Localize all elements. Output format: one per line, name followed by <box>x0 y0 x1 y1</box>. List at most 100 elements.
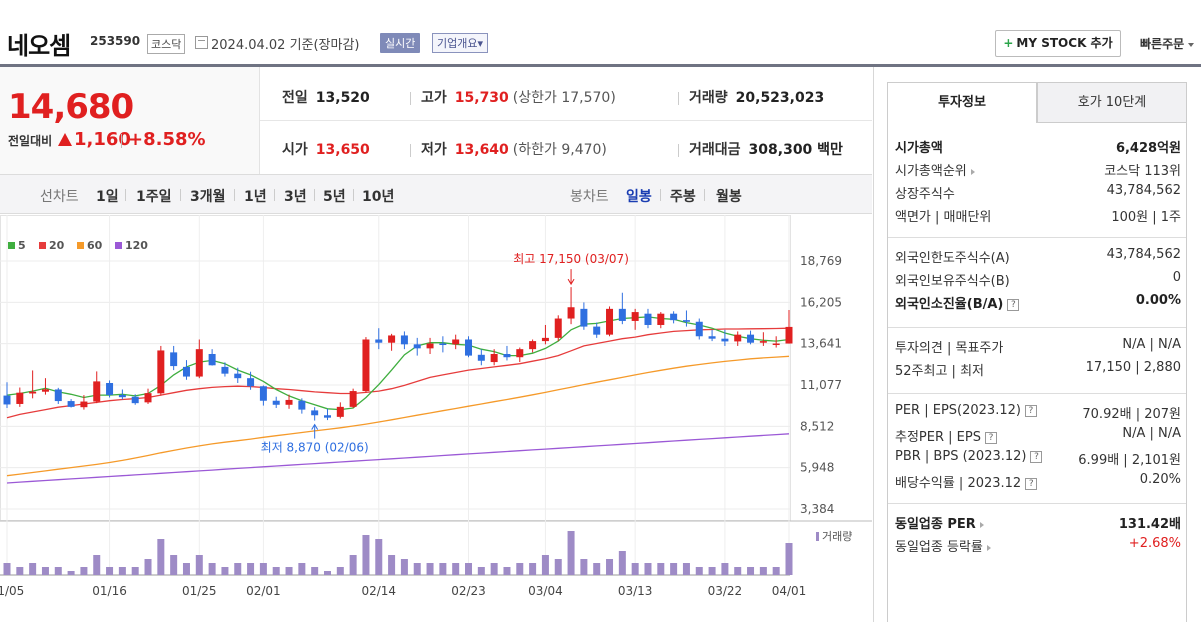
candle-body <box>734 334 742 342</box>
calendar-icon <box>195 36 208 49</box>
candle-body <box>157 350 165 394</box>
stock-code: 253590 <box>90 34 141 48</box>
up-triangle-icon <box>58 133 72 146</box>
help-icon[interactable]: ? <box>1007 298 1020 311</box>
tab-10y[interactable]: 10년 <box>362 189 395 205</box>
volume-bar <box>388 555 396 575</box>
volume-bar <box>490 563 498 575</box>
info-label: 시가총액순위 <box>895 164 967 179</box>
current-price-box: 14,680 전일대비 1,160 +8.58% <box>0 67 260 174</box>
info-label: 시가총액 <box>895 141 943 156</box>
tab-5y[interactable]: 5년 <box>323 189 346 205</box>
tab-1w[interactable]: 1주일 <box>136 189 172 205</box>
tab-monthly[interactable]: 월봉 <box>716 189 742 205</box>
change-value: 1,160 <box>74 129 131 150</box>
volume-bar <box>375 539 383 575</box>
candle-body <box>375 339 383 343</box>
candle-body <box>106 383 114 395</box>
x-tick-label: 01/05 <box>0 584 24 598</box>
y-tick-label: 16,205 <box>800 295 842 309</box>
candle-body <box>439 343 447 346</box>
info-row[interactable]: 동일업종 PER 131.42배 <box>895 513 1181 532</box>
volume-bar <box>131 567 139 575</box>
info-value: 43,784,562 <box>1106 183 1181 198</box>
volume-bar <box>618 551 626 575</box>
candle-body <box>131 396 139 404</box>
candle-body <box>323 415 331 418</box>
chevron-right-icon <box>979 521 984 528</box>
info-label: 동일업종 등락률 <box>895 540 983 555</box>
ma-line-120 <box>6 433 790 484</box>
volume-bar <box>759 567 767 575</box>
info-label: 추정PER | EPS <box>895 430 981 445</box>
tab-daily[interactable]: 일봉 <box>626 189 652 205</box>
add-my-stock-button[interactable]: + MY STOCK 추가 <box>995 30 1121 57</box>
info-label: 52주최고 | 최저 <box>895 364 984 379</box>
help-icon[interactable]: ? <box>1024 404 1037 417</box>
info-label: 액면가 | 매매단위 <box>895 210 992 225</box>
x-tick-label: 01/16 <box>92 584 127 598</box>
help-icon[interactable]: ? <box>1025 477 1038 490</box>
realtime-button[interactable]: 실시간 <box>380 33 421 53</box>
candle-body <box>234 373 242 379</box>
info-row: PER | EPS(2023.12)? 70.92배 | 207원 <box>895 403 1181 422</box>
volume-bar <box>554 559 562 575</box>
candle-body <box>170 352 178 367</box>
chart-period-tabs: 선차트 1일 1주일 3개월 1년 3년 5년 10년 봉차트 일봉 주봉 월봉 <box>0 174 872 214</box>
info-table: 시가총액 6,428억원 시가총액순위 코스닥 113위 상장주식수 43,784,562… <box>887 123 1187 622</box>
candle-body <box>490 353 498 363</box>
quick-order-dropdown[interactable]: 빠른주문 <box>1140 35 1194 52</box>
volume-bar <box>195 555 203 575</box>
company-overview-dropdown[interactable]: 기업개요▾ <box>432 33 489 53</box>
tab-order-book[interactable]: 호가 10단계 <box>1037 82 1187 123</box>
help-icon[interactable]: ? <box>984 431 997 444</box>
high-annotation: 최고 17,150 (03/07) <box>513 252 629 266</box>
high-arrow-head <box>567 278 575 286</box>
help-icon[interactable]: ? <box>1030 450 1043 463</box>
tab-1y[interactable]: 1년 <box>244 189 267 205</box>
volume-legend-swatch <box>816 532 819 541</box>
candle-body <box>54 389 62 402</box>
info-row[interactable]: 동일업종 등락률 +2.68% <box>895 536 1181 555</box>
info-row: 액면가 | 매매단위 100원 | 1주 <box>895 206 1181 225</box>
tab-3y[interactable]: 3년 <box>284 189 307 205</box>
info-label: 외국인한도주식수(A) <box>895 251 1010 266</box>
add-my-stock-label: MY STOCK 추가 <box>1016 36 1113 50</box>
candle-body <box>644 313 652 325</box>
tab-1d[interactable]: 1일 <box>96 189 119 205</box>
low-annotation: 최저 8,870 (02/06) <box>261 441 369 455</box>
volume-bar <box>593 563 601 575</box>
candle-body <box>285 399 293 405</box>
volume-bar <box>247 563 255 575</box>
x-tick-label: 03/22 <box>708 584 743 598</box>
trade-amount: 거래대금 308,300 백만 <box>678 139 843 159</box>
ma-line-20 <box>6 327 790 419</box>
chevron-right-icon <box>986 544 991 551</box>
tab-investment-info[interactable]: 투자정보 <box>887 82 1037 123</box>
volume-bar <box>118 567 126 575</box>
volume-bar <box>426 563 434 575</box>
legend-swatch <box>8 242 15 249</box>
candle-body <box>503 353 511 358</box>
tab-3m[interactable]: 3개월 <box>190 189 226 205</box>
x-tick-label: 02/01 <box>246 584 281 598</box>
candle-body <box>541 337 549 342</box>
x-tick-label: 01/25 <box>182 584 217 598</box>
candlestick-chart[interactable]: 18,769 16,205 13,641 11,077 8,512 5,948 3,384 0… <box>0 215 872 622</box>
volume-bar <box>503 567 511 575</box>
candle-body <box>759 341 767 343</box>
candle-body <box>708 336 716 339</box>
volume-bar <box>413 563 421 575</box>
info-row[interactable]: 시가총액순위 코스닥 113위 <box>895 160 1181 179</box>
tab-weekly[interactable]: 주봉 <box>670 189 696 205</box>
y-tick-label: 18,769 <box>800 254 842 268</box>
x-tick-label: 04/01 <box>772 584 807 598</box>
volume-bar <box>298 563 306 575</box>
info-label: 상장주식수 <box>895 187 955 202</box>
candle-body <box>118 394 126 398</box>
candle-body <box>426 343 434 349</box>
low-arrow-head <box>311 423 319 430</box>
low-price: 저가 13,640 (하한가 9,470) <box>410 139 607 159</box>
info-row: 상장주식수 43,784,562 <box>895 183 1181 202</box>
volume-bar <box>439 563 447 575</box>
